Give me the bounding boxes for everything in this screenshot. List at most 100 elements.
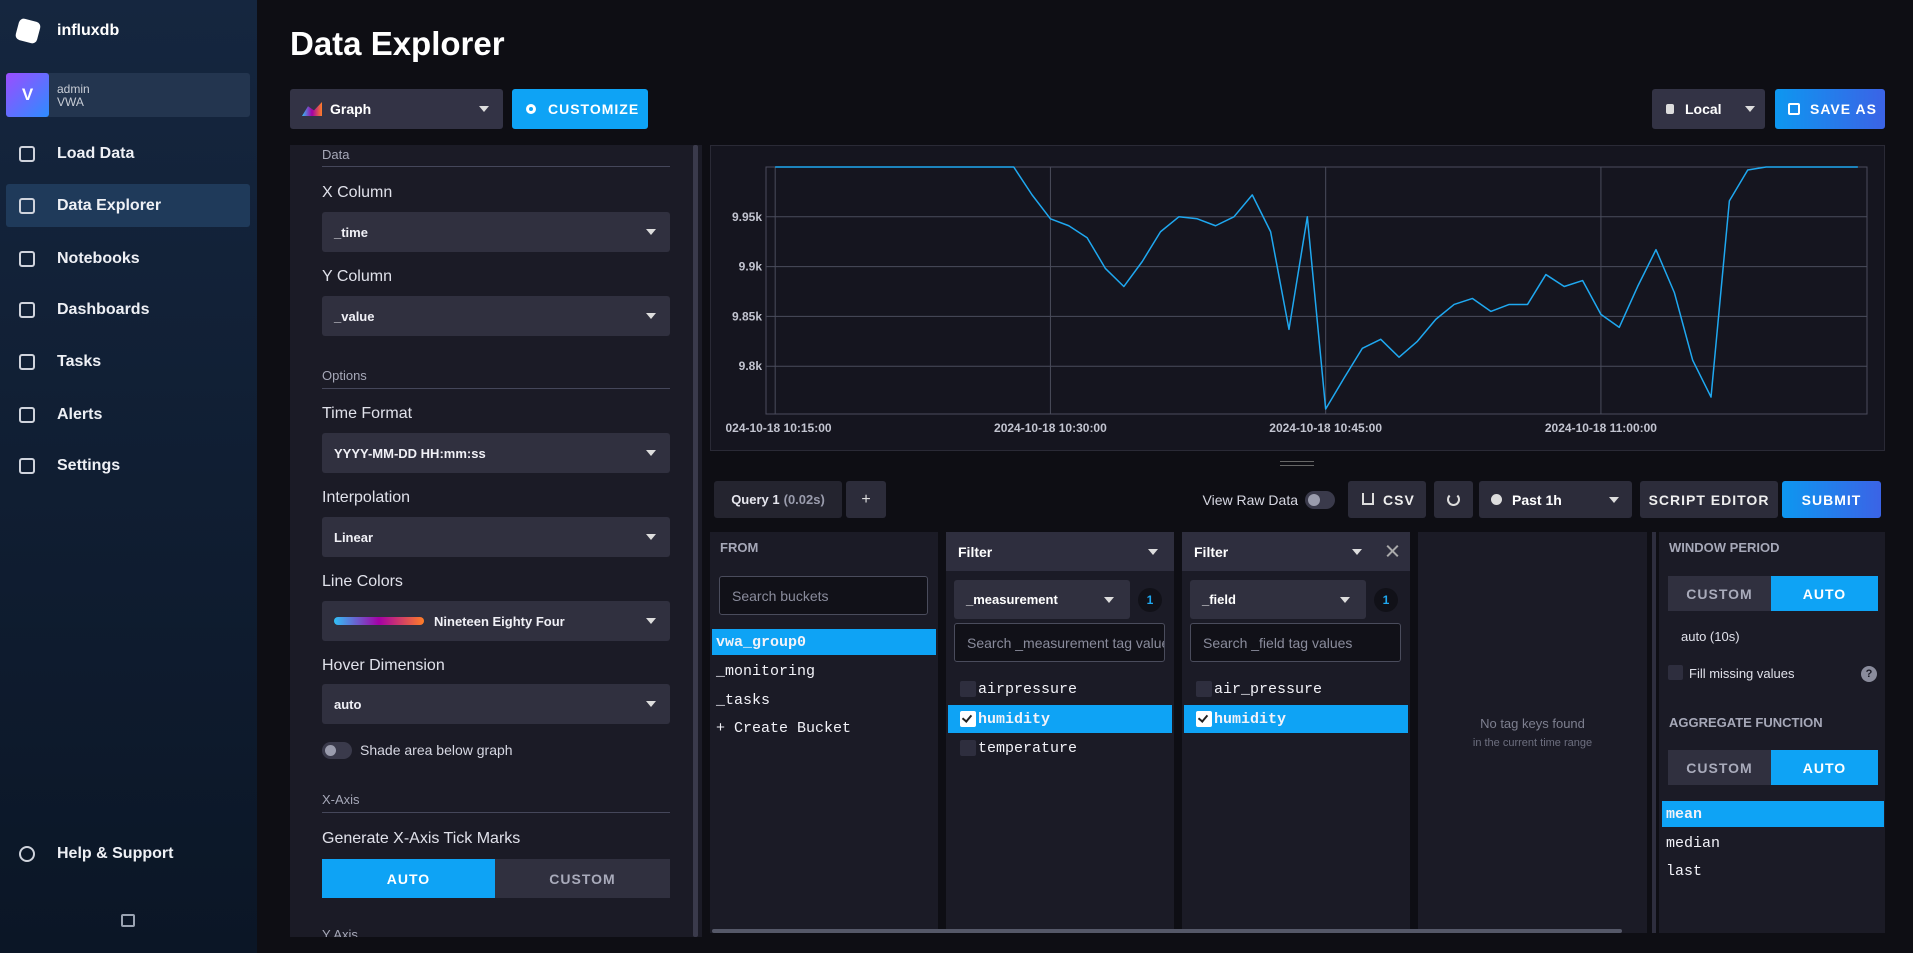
caret <box>646 313 656 319</box>
nav-item[interactable]: Data Explorer <box>57 197 162 214</box>
query-time: (0.02s) <box>783 492 825 507</box>
query-tab[interactable]: Query 1 (0.02s) <box>714 481 842 518</box>
gear-icon <box>526 104 536 114</box>
timezone: Local <box>1685 101 1722 117</box>
filter-header[interactable]: Filter <box>946 532 1174 571</box>
field-dropdown[interactable]: YYYY-MM-DD HH:mm:ss <box>322 433 670 473</box>
checkbox[interactable] <box>960 681 976 697</box>
refresh-button[interactable] <box>1434 481 1473 518</box>
help-icon <box>19 846 35 862</box>
tag-value[interactable]: humidity <box>978 710 1051 728</box>
search-placeholder: Search _field tag values <box>1203 634 1353 651</box>
caret <box>1352 549 1362 555</box>
field-value: Linear <box>334 529 374 545</box>
csv-button[interactable]: CSV <box>1348 481 1426 518</box>
horizontal-scrollbar <box>712 929 1622 933</box>
field-dropdown[interactable]: _value <box>322 296 670 336</box>
create-bucket[interactable]: + Create Bucket <box>716 719 852 737</box>
query-name: Query 1 <box>731 492 780 507</box>
customize-label: CUSTOMIZE <box>548 101 640 117</box>
mode-button[interactable]: AUTO <box>1771 576 1878 611</box>
icon <box>19 407 35 423</box>
y-tick-label: 9.8k <box>739 359 763 373</box>
help-link[interactable]: Help & Support <box>57 845 174 862</box>
field-value: _value <box>334 308 375 324</box>
nav-item[interactable]: Dashboards <box>57 301 150 318</box>
field-value: YYYY-MM-DD HH:mm:ss <box>334 445 486 461</box>
nav-item[interactable]: Tasks <box>57 353 102 370</box>
search-input[interactable]: Search _field tag values <box>1190 623 1401 662</box>
logo-icon <box>14 17 42 45</box>
checkbox[interactable] <box>960 740 976 756</box>
mode-button[interactable]: CUSTOM <box>1668 576 1771 611</box>
bucket-item[interactable]: _monitoring <box>716 662 816 680</box>
icon <box>19 146 35 162</box>
filter-header[interactable]: Filter <box>1182 532 1410 571</box>
resize-handle[interactable] <box>1280 461 1314 466</box>
function-item[interactable]: median <box>1666 834 1721 852</box>
tag-value[interactable]: airpressure <box>978 680 1078 698</box>
field-dropdown[interactable]: auto <box>322 684 670 724</box>
key-name: _measurement <box>966 592 1058 607</box>
column-title: FROM <box>720 539 759 555</box>
checkbox[interactable] <box>1668 665 1683 680</box>
script-editor-button[interactable]: SCRIPT EDITOR <box>1640 481 1778 518</box>
caret <box>1609 497 1619 503</box>
mode-button[interactable]: CUSTOM <box>1668 750 1771 785</box>
y-tick-label: 9.95k <box>732 210 762 224</box>
field-dropdown[interactable]: Linear <box>322 517 670 557</box>
csv-label: CSV <box>1383 491 1415 508</box>
collapse-button[interactable] <box>121 914 135 927</box>
field-dropdown[interactable]: Nineteen Eighty Four <box>322 601 670 641</box>
nav-item[interactable]: Load Data <box>57 145 135 162</box>
nav-item[interactable]: Notebooks <box>57 250 140 267</box>
field-label: Line Colors <box>322 573 403 590</box>
icon <box>19 198 35 214</box>
nav-item[interactable]: Settings <box>57 457 121 474</box>
checkbox[interactable] <box>1196 711 1212 727</box>
caret <box>646 618 656 624</box>
raw-data-toggle[interactable] <box>1305 491 1335 509</box>
mode-button[interactable]: AUTO <box>1771 750 1878 785</box>
time-range-dropdown[interactable]: Past 1h <box>1479 481 1632 518</box>
icon <box>19 302 35 318</box>
view-type-dropdown[interactable]: Graph <box>290 89 503 129</box>
search-input[interactable]: Search buckets <box>719 576 928 615</box>
bucket-item[interactable]: vwa_group0 <box>716 633 807 651</box>
add-query-button[interactable]: + <box>846 481 886 518</box>
key-dropdown[interactable]: _field <box>1190 580 1366 619</box>
y-tick-label: 9.9k <box>739 260 763 274</box>
submit-button[interactable]: SUBMIT <box>1782 481 1881 518</box>
section-title: Options <box>322 367 367 383</box>
field-dropdown[interactable]: _time <box>322 212 670 252</box>
function-item[interactable]: mean <box>1666 805 1703 823</box>
function-item[interactable]: last <box>1666 862 1703 880</box>
nav-item[interactable]: Alerts <box>57 406 103 423</box>
checkbox[interactable] <box>1196 681 1212 697</box>
save-as-label: SAVE AS <box>1810 101 1877 117</box>
tag-value[interactable]: temperature <box>978 739 1078 757</box>
user-name: admin <box>57 82 90 96</box>
tag-value[interactable]: air_pressure <box>1214 680 1323 698</box>
save-as-button[interactable]: SAVE AS <box>1775 89 1885 129</box>
mode-button[interactable]: CUSTOM <box>495 859 670 898</box>
timezone-dropdown[interactable]: Local <box>1652 89 1765 129</box>
shade-toggle[interactable] <box>322 742 352 759</box>
key-dropdown[interactable]: _measurement <box>954 580 1130 619</box>
mode-button[interactable]: AUTO <box>322 859 495 898</box>
customize-button[interactable]: CUSTOMIZE <box>512 89 648 129</box>
bucket-item[interactable]: _tasks <box>716 691 771 709</box>
tag-value[interactable]: humidity <box>1214 710 1287 728</box>
options-panel: Data Options X-Axis Y Axis X Column _time Y Co… <box>290 145 702 937</box>
caret <box>646 229 656 235</box>
field-label: Time Format <box>322 405 413 422</box>
search-input[interactable]: Search _measurement tag values <box>954 623 1165 662</box>
field-label: X Column <box>322 184 393 201</box>
help-badge[interactable]: ? <box>1861 666 1877 682</box>
section-title: Y Axis <box>322 926 358 938</box>
checkbox[interactable] <box>960 711 976 727</box>
field-value: auto <box>334 696 362 712</box>
